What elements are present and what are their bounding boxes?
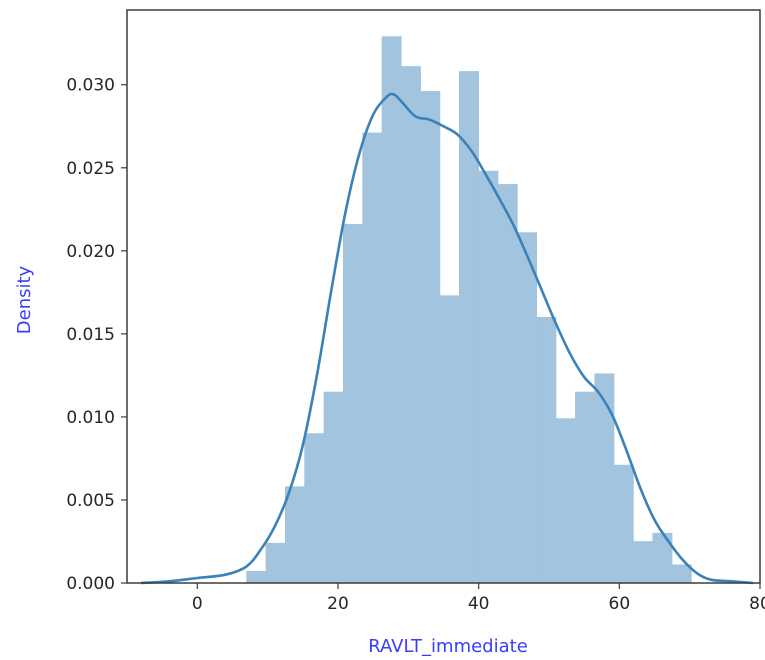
histogram-bar xyxy=(497,184,518,584)
histogram-bar xyxy=(478,170,499,584)
histogram-bar xyxy=(284,486,305,584)
x-tick-label: 60 xyxy=(609,594,631,614)
x-tick-label: 0 xyxy=(192,594,203,614)
x-axis-ticks: 0 20 40 60 80 xyxy=(192,583,765,614)
histogram-bars xyxy=(246,36,692,584)
histogram-bar xyxy=(400,66,421,584)
histogram-bar xyxy=(381,36,402,584)
y-tick-label: 0.005 xyxy=(66,491,115,511)
x-tick-label: 20 xyxy=(327,594,349,614)
y-tick-label: 0.030 xyxy=(66,76,115,96)
plot-area-frame xyxy=(126,9,761,584)
histogram-bar xyxy=(304,433,325,584)
histogram-bar xyxy=(594,373,615,584)
y-tick-label: 0.000 xyxy=(66,574,115,594)
y-tick-label: 0.010 xyxy=(66,408,115,428)
histogram-bar xyxy=(536,316,557,584)
histogram-bar xyxy=(613,464,634,584)
kde-curve-group xyxy=(140,92,754,585)
histogram-bar xyxy=(517,232,537,584)
histogram-bar xyxy=(342,223,363,584)
y-tick-label: 0.020 xyxy=(66,242,115,262)
y-tick-label: 0.015 xyxy=(66,325,115,345)
histogram-bar xyxy=(323,391,344,584)
histogram-bar xyxy=(420,91,441,584)
x-axis-label: RAVLT_immediate xyxy=(368,636,528,657)
y-tick-label: 0.025 xyxy=(66,159,115,179)
y-axis-ticks: 0.000 0.005 0.010 0.015 0.020 0.025 0.030 xyxy=(66,76,127,594)
histogram-bar xyxy=(246,571,267,584)
histogram-bar xyxy=(439,295,460,584)
histogram-bar xyxy=(362,132,383,584)
histogram-bar xyxy=(575,391,596,584)
histogram-bar xyxy=(555,418,576,584)
histogram-bar xyxy=(633,541,654,584)
y-axis-label: Density xyxy=(14,265,35,334)
x-tick-label: 80 xyxy=(749,594,765,614)
histogram-bar xyxy=(265,542,286,584)
kde-line xyxy=(140,92,754,585)
x-tick-label: 40 xyxy=(468,594,490,614)
